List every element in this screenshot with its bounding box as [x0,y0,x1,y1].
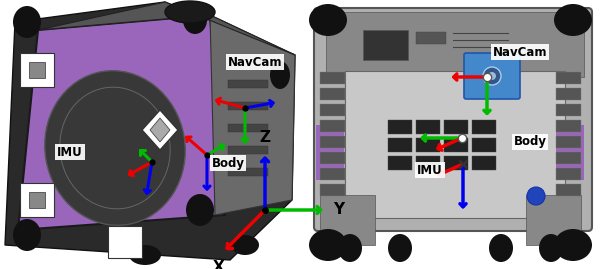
Ellipse shape [165,1,215,23]
Ellipse shape [13,219,41,251]
Bar [363,30,408,60]
Ellipse shape [388,234,412,262]
Bar [416,120,440,134]
Bar [320,184,345,196]
Bar [556,184,581,196]
Text: NavCam: NavCam [228,55,282,69]
Bar [416,32,446,44]
Ellipse shape [489,234,513,262]
Ellipse shape [488,72,496,80]
Text: IMU: IMU [417,164,443,176]
Bar [228,80,268,88]
Ellipse shape [270,61,290,89]
Bar [556,88,581,100]
Bar [388,138,412,152]
Ellipse shape [13,6,41,38]
Bar [444,138,468,152]
Bar [444,156,468,170]
Bar [444,120,468,134]
Bar [416,156,440,170]
Bar [556,125,584,180]
Bar [320,168,345,180]
Polygon shape [150,118,170,142]
Polygon shape [142,110,178,150]
Bar [556,152,581,164]
Text: Z: Z [260,130,270,145]
Bar [228,102,268,110]
Bar [316,125,344,180]
Bar [320,120,345,132]
FancyBboxPatch shape [20,53,54,87]
FancyBboxPatch shape [464,53,520,99]
Bar [472,138,496,152]
Ellipse shape [527,187,545,205]
Bar [472,156,496,170]
Ellipse shape [483,67,501,85]
Text: Body: Body [212,157,245,169]
Polygon shape [38,2,295,55]
Bar [388,120,412,134]
Bar [320,88,345,100]
Ellipse shape [554,4,592,36]
FancyBboxPatch shape [108,226,142,258]
Bar [228,168,268,176]
Bar [556,104,581,116]
Bar [320,195,375,245]
Polygon shape [18,15,225,230]
FancyBboxPatch shape [29,62,45,78]
Bar [416,138,440,152]
Text: X: X [212,260,224,269]
Bar [556,72,581,84]
Bar [320,72,345,84]
Ellipse shape [338,234,362,262]
Ellipse shape [539,234,563,262]
Ellipse shape [309,229,347,261]
Bar [556,136,581,148]
Bar [526,195,581,245]
Bar [556,168,581,180]
Text: IMU: IMU [57,146,83,158]
Bar [320,152,345,164]
FancyBboxPatch shape [345,71,565,218]
Bar [326,12,584,77]
Bar [556,120,581,132]
Bar [388,156,412,170]
Text: Y: Y [333,203,344,218]
Ellipse shape [554,229,592,261]
Ellipse shape [44,71,185,225]
Polygon shape [210,15,295,215]
FancyBboxPatch shape [29,192,45,208]
FancyBboxPatch shape [314,8,592,231]
Bar [228,124,268,132]
Ellipse shape [129,245,161,265]
FancyBboxPatch shape [20,183,54,217]
Text: NavCam: NavCam [493,45,548,58]
Bar [320,136,345,148]
Ellipse shape [183,6,207,34]
Polygon shape [5,2,295,260]
Ellipse shape [231,235,259,255]
Bar [320,104,345,116]
Bar [472,120,496,134]
Text: Body: Body [513,136,546,148]
Ellipse shape [309,4,347,36]
Bar [228,146,268,154]
Ellipse shape [186,194,214,226]
